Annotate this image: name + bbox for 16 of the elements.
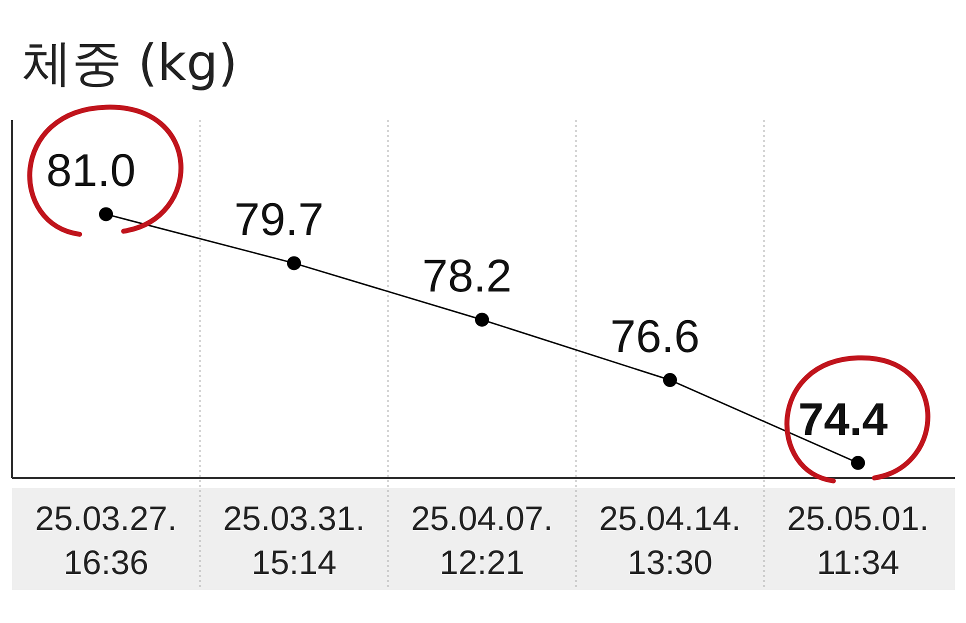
point bbox=[475, 312, 489, 327]
point bbox=[287, 256, 301, 270]
x-tick-label: 25.03.31. 15:14 bbox=[223, 500, 365, 582]
x-tick-label: 25.04.07. 12:21 bbox=[411, 500, 553, 582]
data-label: 78.2 bbox=[422, 250, 512, 302]
point bbox=[663, 373, 677, 388]
data-label: 74.4 bbox=[798, 392, 888, 445]
chart-title: 체중 (kg) bbox=[22, 34, 238, 92]
x-tick-label: 25.05.01. 11:34 bbox=[787, 500, 929, 582]
point bbox=[99, 207, 113, 222]
data-label: 76.6 bbox=[610, 310, 700, 362]
data-label: 79.7 bbox=[234, 193, 324, 246]
data-label: 81.0 bbox=[46, 144, 136, 196]
point bbox=[851, 456, 865, 470]
x-tick-label: 25.04.14. 13:30 bbox=[599, 500, 741, 582]
x-tick-label: 25.03.27. 16:36 bbox=[35, 500, 177, 582]
